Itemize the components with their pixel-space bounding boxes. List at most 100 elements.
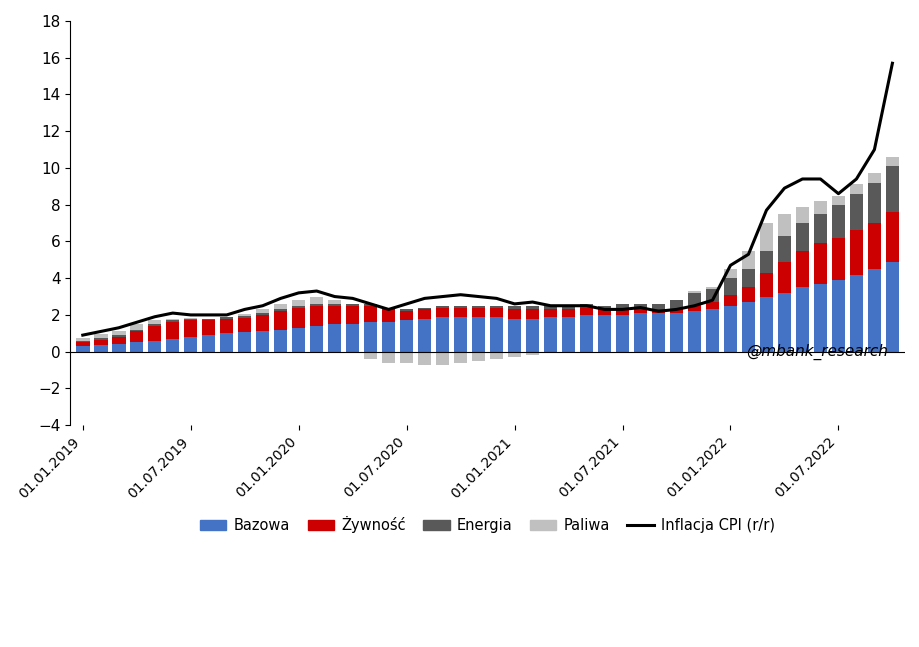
- Bar: [633, 304, 647, 309]
- Bar: [705, 287, 719, 289]
- Bar: [543, 309, 557, 317]
- Bar: [723, 269, 736, 278]
- Bar: [867, 223, 880, 269]
- Bar: [165, 320, 179, 322]
- Bar: [274, 304, 287, 309]
- Bar: [417, 307, 431, 309]
- Bar: [526, 309, 539, 318]
- Bar: [94, 345, 108, 352]
- Bar: [471, 317, 485, 352]
- Bar: [597, 309, 610, 315]
- Bar: [526, 352, 539, 355]
- Bar: [812, 243, 826, 283]
- Bar: [436, 317, 448, 352]
- Bar: [597, 306, 610, 309]
- Bar: [615, 304, 629, 309]
- Bar: [831, 195, 845, 204]
- Bar: [723, 295, 736, 306]
- Text: @mbank_research: @mbank_research: [745, 344, 888, 360]
- Bar: [274, 329, 287, 352]
- Bar: [579, 307, 593, 315]
- Bar: [76, 346, 89, 352]
- Bar: [849, 230, 862, 274]
- Bar: [759, 272, 772, 296]
- Bar: [381, 352, 395, 363]
- Bar: [255, 331, 269, 352]
- Bar: [202, 352, 215, 353]
- Bar: [526, 306, 539, 309]
- Bar: [741, 250, 754, 269]
- Bar: [687, 311, 700, 352]
- Bar: [255, 309, 269, 313]
- Bar: [831, 280, 845, 352]
- Bar: [310, 306, 323, 326]
- Bar: [238, 316, 251, 318]
- Bar: [310, 326, 323, 352]
- Bar: [615, 309, 629, 315]
- Bar: [562, 306, 574, 309]
- Bar: [238, 318, 251, 333]
- Bar: [184, 318, 198, 320]
- Bar: [381, 309, 395, 322]
- Bar: [507, 309, 521, 318]
- Bar: [327, 324, 341, 352]
- Bar: [777, 261, 790, 293]
- Bar: [202, 318, 215, 320]
- Bar: [436, 307, 448, 317]
- Bar: [417, 352, 431, 364]
- Bar: [112, 331, 125, 335]
- Bar: [112, 344, 125, 352]
- Bar: [94, 340, 108, 345]
- Bar: [76, 342, 89, 346]
- Bar: [436, 306, 448, 307]
- Bar: [202, 320, 215, 335]
- Bar: [130, 324, 143, 329]
- Bar: [885, 157, 898, 166]
- Bar: [831, 237, 845, 280]
- Bar: [148, 320, 162, 324]
- Bar: [759, 223, 772, 250]
- Bar: [831, 204, 845, 237]
- Bar: [579, 315, 593, 352]
- Bar: [562, 309, 574, 317]
- Bar: [327, 300, 341, 304]
- Bar: [812, 201, 826, 214]
- Bar: [867, 269, 880, 352]
- Bar: [76, 338, 89, 340]
- Bar: [436, 352, 448, 364]
- Bar: [795, 287, 809, 352]
- Bar: [562, 317, 574, 352]
- Bar: [327, 304, 341, 306]
- Bar: [669, 309, 683, 313]
- Bar: [489, 352, 503, 359]
- Bar: [543, 317, 557, 352]
- Bar: [723, 306, 736, 352]
- Bar: [885, 212, 898, 261]
- Bar: [471, 352, 485, 361]
- Bar: [812, 214, 826, 243]
- Bar: [238, 314, 251, 316]
- Bar: [812, 283, 826, 352]
- Bar: [526, 318, 539, 352]
- Bar: [759, 296, 772, 352]
- Bar: [184, 320, 198, 337]
- Bar: [669, 313, 683, 352]
- Bar: [489, 306, 503, 307]
- Bar: [255, 315, 269, 331]
- Legend: Bazowa, Żywność, Energia, Paliwa, Inflacja CPI (r/r): Bazowa, Żywność, Energia, Paliwa, Inflac…: [194, 510, 780, 539]
- Bar: [400, 320, 413, 352]
- Bar: [291, 306, 305, 307]
- Bar: [867, 182, 880, 223]
- Bar: [669, 300, 683, 309]
- Bar: [741, 269, 754, 287]
- Bar: [220, 318, 233, 333]
- Bar: [202, 335, 215, 352]
- Bar: [849, 193, 862, 230]
- Bar: [507, 352, 521, 357]
- Bar: [687, 306, 700, 311]
- Bar: [453, 307, 467, 317]
- Bar: [543, 306, 557, 309]
- Bar: [346, 352, 359, 353]
- Bar: [364, 306, 377, 322]
- Bar: [795, 206, 809, 223]
